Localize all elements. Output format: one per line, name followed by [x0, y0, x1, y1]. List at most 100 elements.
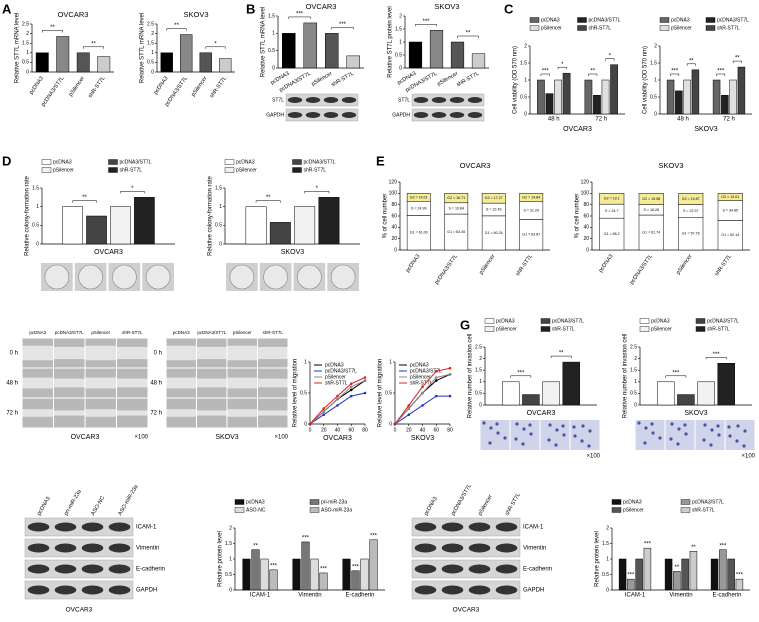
significance: ***	[672, 370, 680, 376]
blot-band	[468, 543, 491, 553]
invasion-cell	[670, 422, 674, 426]
y-tick-label: 1.5	[268, 13, 275, 19]
legend-swatch	[540, 318, 551, 324]
significance: ***	[717, 69, 725, 75]
blot-strip	[411, 517, 521, 537]
image-caption: OVCAR3	[66, 607, 93, 614]
legend-swatch	[705, 25, 716, 31]
bar	[76, 52, 90, 73]
blot-label: GAPDH	[523, 588, 544, 594]
bar	[429, 30, 444, 69]
segment-label: G2 = 19.1	[604, 197, 620, 201]
legend-swatch	[309, 499, 320, 505]
invasion-cell	[637, 421, 641, 425]
wound-gap	[258, 346, 288, 360]
invasion-cell	[650, 422, 654, 426]
bar	[110, 206, 131, 245]
blot-band	[495, 564, 518, 574]
bar	[584, 79, 593, 115]
blot-band	[27, 522, 50, 532]
bar	[62, 206, 83, 245]
invasion-cell	[528, 423, 532, 427]
blot-band	[305, 112, 321, 118]
legend-label: pSilencer	[623, 507, 644, 513]
line	[394, 395, 450, 425]
wound-gap	[22, 377, 53, 389]
y-tick-label: 1.5	[147, 41, 154, 47]
blot-band	[81, 543, 104, 553]
legend-label: pcDNA3	[623, 499, 642, 505]
legend-swatch	[639, 318, 650, 324]
x-tick-label: 80	[447, 427, 453, 433]
significance-bracket	[605, 58, 615, 61]
invasion-cell	[736, 424, 740, 428]
lane-label: pri-miR-23a	[63, 488, 83, 517]
y-tick-label: 80	[391, 202, 397, 208]
legend-swatch	[611, 507, 622, 513]
bar	[245, 206, 267, 245]
blot-band	[413, 112, 429, 118]
bar	[360, 558, 369, 591]
legend-swatch	[705, 17, 716, 23]
x-tick-label: Vimentin	[669, 593, 692, 599]
legend-label: pSilencer	[325, 374, 346, 380]
bar-segment	[519, 193, 544, 202]
blot-band	[81, 585, 104, 595]
blot-label: ST7L	[398, 97, 410, 103]
point	[363, 376, 367, 379]
significance: ***	[713, 352, 721, 358]
column-label: pcDNA3/ST7L	[55, 330, 84, 335]
blot-band	[323, 112, 339, 118]
significance: *	[131, 186, 134, 192]
wound-gap	[117, 378, 148, 388]
bar	[677, 394, 695, 406]
x-axis-label: SKOV3	[411, 435, 434, 442]
legend-swatch	[680, 499, 691, 505]
wound-gap	[166, 345, 196, 361]
invasion-cell	[716, 424, 720, 428]
invasion-cell	[514, 437, 518, 441]
legend-swatch	[234, 499, 245, 505]
y-tick-label: 0	[304, 421, 307, 427]
y-tick-label: 1.5	[602, 541, 609, 547]
bar	[502, 381, 520, 406]
bar	[301, 541, 310, 591]
legend-label: shR-ST7L	[120, 167, 143, 173]
blot-label: GAPDH	[392, 112, 410, 118]
bar	[643, 547, 652, 591]
legend-swatch	[108, 167, 118, 173]
blot-band	[27, 585, 50, 595]
y-tick-label: 0	[229, 587, 232, 593]
blot-strip	[285, 108, 359, 122]
significance: **	[91, 41, 96, 47]
significance: ***	[352, 564, 360, 570]
x-tick-label: pcDNA3	[598, 254, 615, 274]
image-caption: OVCAR3	[71, 434, 100, 441]
y-tick-label: 0.5	[147, 60, 154, 66]
x-tick-label: pcDNA3/ST7L	[434, 254, 459, 286]
legend-label: pri-miR-23a	[321, 499, 347, 505]
legend-swatch	[234, 507, 245, 513]
invasion-cell	[482, 421, 486, 425]
invasion-cell	[547, 438, 551, 442]
point	[407, 404, 411, 407]
line	[309, 380, 366, 425]
y-axis-label: Relative colony-formation rate	[208, 175, 214, 255]
x-tick-label: E-cadherin	[345, 593, 374, 599]
y-tick-label: 1	[272, 31, 275, 37]
wound-gap	[22, 345, 53, 361]
blot-band	[495, 543, 518, 553]
significance: ***	[339, 22, 347, 28]
panel-label: D	[2, 153, 11, 168]
blot-band	[287, 97, 303, 103]
significance: ***	[517, 370, 525, 376]
y-tick-label: 1	[524, 77, 527, 83]
legend-label: pcDNA3/ST7L	[410, 368, 442, 374]
significance: ***	[671, 69, 679, 75]
blot-label: Vimentin	[523, 546, 546, 552]
y-tick-label: 0.5	[650, 94, 657, 100]
y-tick-label: 0.5	[268, 48, 275, 54]
lane-label: ASO-NC	[90, 495, 106, 517]
invasion-cell	[581, 424, 585, 428]
bar	[593, 95, 601, 115]
